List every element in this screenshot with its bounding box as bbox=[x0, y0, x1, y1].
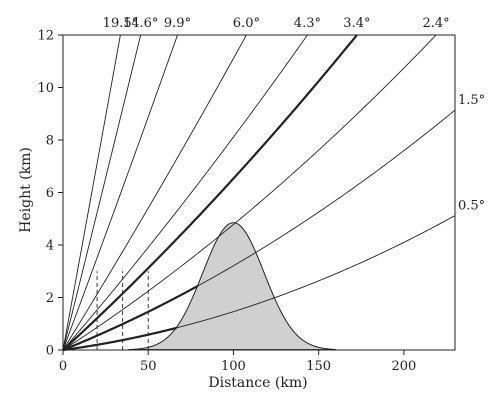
beam-line-6 bbox=[62, 34, 437, 351]
x-tick-label-0: 0 bbox=[59, 359, 67, 374]
terrain-hill bbox=[127, 222, 336, 351]
beam-layer bbox=[62, 34, 456, 352]
beam-label-2: 9.9° bbox=[164, 16, 191, 31]
beam-line-4 bbox=[62, 34, 308, 351]
beam-line-1 bbox=[62, 34, 142, 351]
x-tick-label-3: 150 bbox=[306, 359, 331, 374]
beam-line-3 bbox=[62, 34, 247, 351]
beam-highlight-7 bbox=[62, 285, 199, 352]
beam-label-5: 3.4° bbox=[343, 16, 370, 31]
beam-label-4: 4.3° bbox=[294, 16, 321, 31]
y-tick-label-3: 6 bbox=[46, 186, 54, 201]
x-tick-label-1: 50 bbox=[140, 359, 157, 374]
y-tick-label-5: 10 bbox=[37, 81, 54, 96]
y-tick-label-2: 4 bbox=[46, 239, 54, 254]
beam-highlight-5 bbox=[62, 34, 358, 351]
beam-label-7: 1.5° bbox=[458, 93, 485, 108]
y-axis-title: Height (km) bbox=[18, 147, 34, 233]
x-axis-ticks: 0 50 100 150 200 bbox=[59, 350, 416, 374]
beam-line-0 bbox=[62, 34, 121, 351]
beam-line-2 bbox=[62, 34, 178, 351]
y-axis-ticks: 0 2 4 6 8 10 12 bbox=[37, 29, 63, 359]
beam-label-0: 19.5° bbox=[103, 16, 138, 31]
x-tick-label-4: 200 bbox=[391, 359, 416, 374]
y-tick-label-4: 8 bbox=[46, 134, 54, 149]
y-tick-label-1: 2 bbox=[46, 291, 54, 306]
terrain-layer bbox=[127, 222, 336, 351]
beam-label-1: 14.6° bbox=[123, 16, 158, 31]
beam-label-8: 0.5° bbox=[458, 199, 485, 214]
y-tick-label-0: 0 bbox=[46, 344, 54, 359]
x-axis-title: Distance (km) bbox=[208, 375, 307, 391]
y-tick-label-6: 12 bbox=[37, 29, 54, 44]
beam-highlight-8 bbox=[62, 326, 177, 352]
beam-label-3: 6.0° bbox=[233, 16, 260, 31]
beam-labels: 19.5°14.6° 9.9° 6.0° 4.3° 3.4° 2.4° 1.5° 0.5° bbox=[103, 16, 486, 214]
dashed-markers bbox=[96, 271, 149, 350]
beam-label-6: 2.4° bbox=[423, 16, 450, 31]
x-tick-label-2: 100 bbox=[221, 359, 246, 374]
